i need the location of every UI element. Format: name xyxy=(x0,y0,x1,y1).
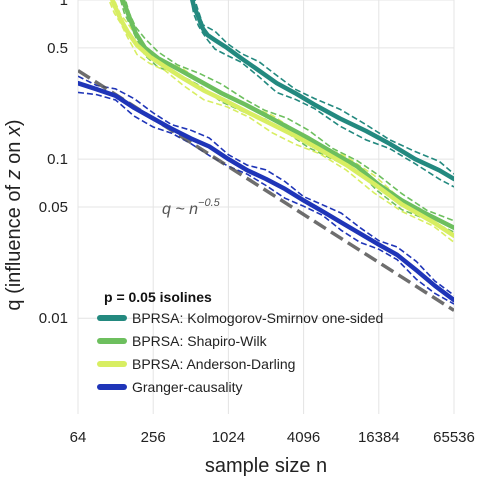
y-tick-label: 0.05 xyxy=(39,199,68,216)
x-tick-labels: 64 256 1024 4096 16384 65536 xyxy=(70,429,475,446)
grid xyxy=(77,0,455,414)
y-axis-label-part: q (influence of xyxy=(3,179,25,310)
legend-entry-label: BPRSA: Kolmogorov-Smirnov one-sided xyxy=(132,310,383,326)
series-band-lower xyxy=(78,91,454,305)
x-tick-label: 256 xyxy=(141,429,166,446)
reference-line-path xyxy=(78,69,454,312)
series-line-2 xyxy=(109,0,454,238)
x-axis-label: sample size n xyxy=(205,455,327,477)
series-band-upper xyxy=(113,0,454,228)
x-tick-label: 65536 xyxy=(433,429,475,446)
reference-line-annotation: q ~ n−0.5 xyxy=(162,197,221,218)
y-tick-labels: 1 0.5 0.1 0.05 0.01 xyxy=(39,0,68,327)
legend: p = 0.05 isolines BPRSA: Kolmogorov-Smir… xyxy=(97,289,383,395)
y-tick-label: 0.01 xyxy=(39,310,68,327)
series-line-0 xyxy=(190,0,454,182)
series-line-1 xyxy=(120,0,454,231)
y-axis-label-part: z xyxy=(3,169,25,180)
y-axis-label-part: on xyxy=(3,136,25,169)
confidence-bands xyxy=(78,0,454,305)
legend-entry-label: Granger-causality xyxy=(132,379,243,395)
y-axis-label-part: x xyxy=(3,125,25,137)
annotation-base: q ~ n xyxy=(162,201,198,218)
legend-entry-label: BPRSA: Anderson-Darling xyxy=(132,356,295,372)
series-lines xyxy=(78,0,454,303)
y-axis-label: q (influence of z on x) xyxy=(3,119,25,310)
reference-line xyxy=(78,69,454,312)
y-tick-label: 1 xyxy=(60,0,68,9)
legend-entry-label: BPRSA: Shapiro-Wilk xyxy=(132,333,268,349)
x-tick-label: 16384 xyxy=(358,429,400,446)
series-band-lower xyxy=(190,0,454,188)
series-band-upper xyxy=(78,75,454,296)
x-tick-label: 1024 xyxy=(212,429,245,446)
series-band-upper xyxy=(124,0,454,222)
x-tick-label: 64 xyxy=(70,429,87,446)
legend-title: p = 0.05 isolines xyxy=(104,289,212,305)
series-band-lower xyxy=(109,1,454,243)
y-tick-label: 0.5 xyxy=(47,40,68,57)
series-band-lower xyxy=(119,0,454,233)
y-tick-label: 0.1 xyxy=(47,151,68,168)
y-axis-label-part: ) xyxy=(3,119,25,126)
x-tick-label: 4096 xyxy=(287,429,320,446)
series-line-3 xyxy=(78,80,454,303)
annotation-exponent: −0.5 xyxy=(198,197,221,209)
